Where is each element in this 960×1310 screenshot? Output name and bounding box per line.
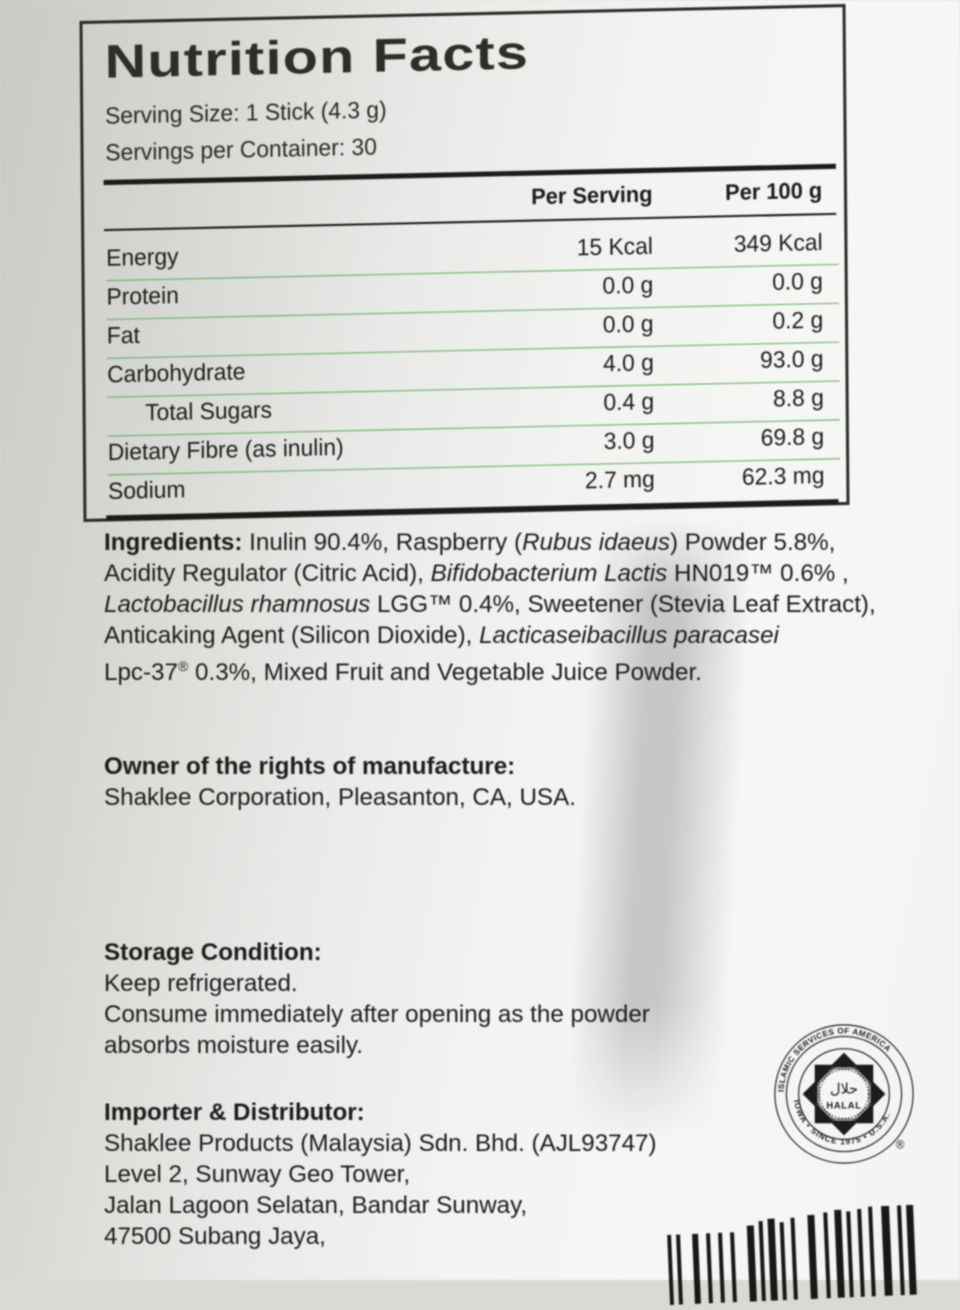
svg-text:HALAL: HALAL <box>826 1100 861 1110</box>
svg-text:حلال: حلال <box>830 1081 858 1097</box>
svg-text:®: ® <box>896 1140 905 1152</box>
